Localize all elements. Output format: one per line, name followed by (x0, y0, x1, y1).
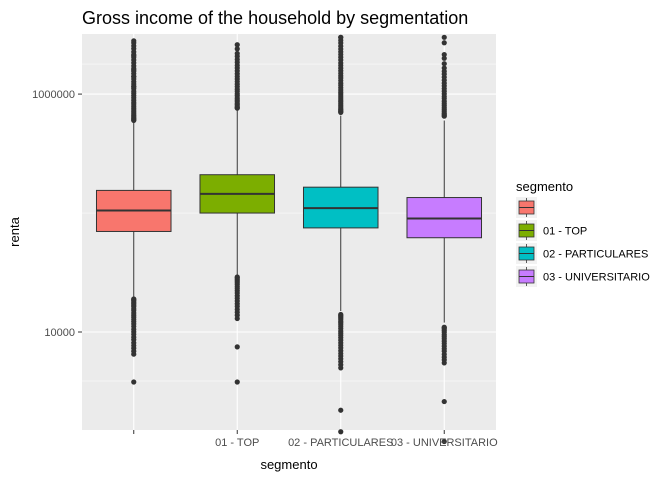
chart-title: Gross income of the household by segment… (82, 8, 468, 28)
outlier-point (441, 324, 447, 330)
legend-item: 02 - PARTICULARES (516, 243, 648, 264)
legend-label: 03 - UNIVERSITARIO (543, 272, 650, 284)
y-axis: 10000 1000000 (32, 89, 82, 339)
outlier-point (131, 74, 137, 80)
legend-title: segmento (516, 179, 573, 194)
outlier-point (234, 274, 240, 280)
outlier-point (131, 84, 137, 90)
outlier-point (441, 61, 447, 67)
box-group (302, 34, 379, 435)
outlier-point (234, 50, 240, 57)
outlier-point (338, 311, 344, 318)
outlier-point (441, 65, 447, 71)
x-tick-label: 03 - UNIVERSITARIO (391, 437, 498, 449)
outlier-point (131, 53, 137, 59)
legend-item: 03 - UNIVERSITARIO (516, 266, 650, 287)
outlier-point (131, 67, 137, 73)
outlier-point (131, 296, 137, 302)
outlier-point (441, 438, 447, 445)
legend-item: 01 - TOP (516, 220, 587, 241)
outlier-point (441, 51, 447, 58)
x-axis-title: segmento (260, 457, 317, 472)
x-tick-label: 02 - PARTICULARES (288, 437, 393, 449)
box-layer (95, 34, 483, 445)
y-tick-label: 1000000 (32, 89, 75, 101)
outlier-point (338, 34, 344, 40)
outlier-point (234, 379, 240, 385)
y-axis-title: renta (7, 216, 22, 246)
legend: segmento 01 - TOP 02 - PARTICULARES 03 - U… (516, 179, 650, 287)
legend-label: 02 - PARTICULARES (543, 249, 648, 261)
outlier-point (131, 379, 137, 385)
legend-label: 01 - TOP (543, 226, 587, 238)
outlier-point (234, 344, 240, 350)
box-group (199, 42, 276, 385)
box-group (406, 34, 483, 445)
outlier-point (234, 42, 240, 48)
legend-items: 01 - TOP 02 - PARTICULARES 03 - UNIVERSITA… (516, 197, 650, 287)
outlier-point (234, 46, 240, 52)
outlier-point (441, 55, 447, 61)
outlier-point (131, 38, 137, 44)
x-tick-label: 01 - TOP (215, 437, 259, 449)
outlier-point (441, 398, 447, 405)
legend-item (516, 197, 537, 218)
outlier-point (441, 40, 447, 46)
outlier-point (338, 407, 344, 413)
outlier-point (441, 34, 447, 40)
y-tick-label: 10000 (44, 327, 75, 339)
box-group (95, 38, 172, 385)
